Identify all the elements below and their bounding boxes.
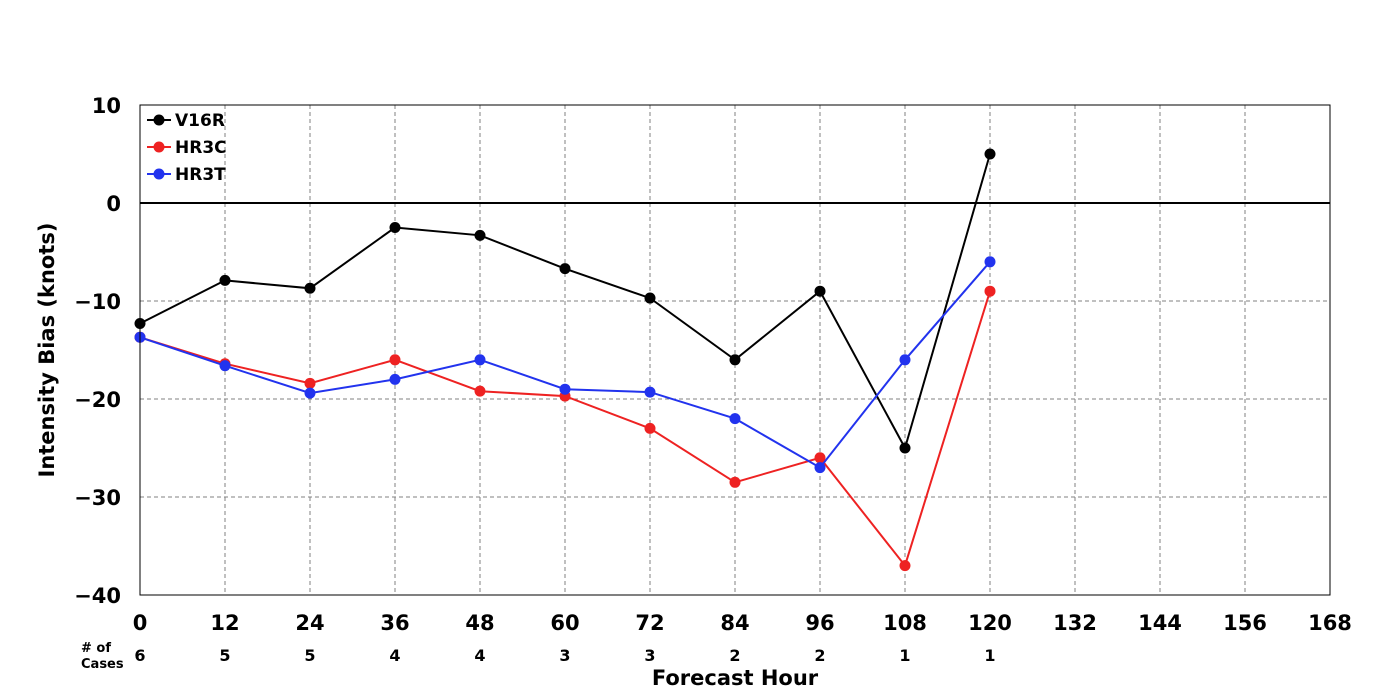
legend-label-hr3t: HR3T: [175, 165, 226, 185]
data-point-hr3t: [814, 462, 826, 474]
x-tick-label: 84: [720, 611, 749, 635]
x-axis-title: Forecast Hour: [652, 666, 819, 690]
x-tick-label: 96: [805, 611, 834, 635]
data-point-v16r: [559, 263, 571, 275]
data-point-hr3t: [219, 360, 231, 372]
grid-layer: [140, 105, 1330, 595]
data-point-hr3t: [304, 387, 316, 399]
case-count: 3: [644, 646, 655, 665]
x-tick-label: 156: [1223, 611, 1267, 635]
case-count: 2: [814, 646, 825, 665]
case-count: 2: [729, 646, 740, 665]
legend-marker-v16r: [153, 114, 165, 126]
x-tick-label: 60: [550, 611, 579, 635]
data-point-v16r: [729, 354, 741, 366]
legend-label-hr3c: HR3C: [175, 138, 227, 158]
data-point-v16r: [219, 274, 231, 286]
y-axis-title: Intensity Bias (knots): [35, 223, 59, 478]
data-point-v16r: [899, 442, 911, 454]
y-tick-label: −20: [74, 388, 121, 412]
data-point-v16r: [304, 282, 316, 294]
data-point-hr3t: [474, 354, 486, 366]
x-tick-label: 24: [295, 611, 324, 635]
data-point-hr3t: [644, 386, 656, 398]
legend-marker-hr3t: [153, 168, 165, 180]
cases-header-line1: # of: [81, 641, 111, 656]
case-count: 6: [134, 646, 145, 665]
x-tick-label: 168: [1308, 611, 1352, 635]
data-point-hr3c: [389, 354, 401, 366]
y-tick-label: −30: [74, 486, 121, 510]
data-point-v16r: [474, 229, 486, 241]
x-tick-label: 144: [1138, 611, 1182, 635]
x-tick-label: 12: [210, 611, 239, 635]
x-tick-label: 72: [635, 611, 664, 635]
data-point-hr3c: [814, 452, 826, 464]
x-tick-labels: 0 12 24 36 48 60 72 84 96 108 120 132 144 156 168: [133, 611, 1352, 635]
case-count: 4: [389, 646, 400, 665]
data-point-v16r: [644, 292, 656, 304]
data-point-hr3t: [389, 373, 401, 385]
x-tick-label: 36: [380, 611, 409, 635]
y-tick-label: 0: [106, 192, 121, 216]
legend-label-v16r: V16R: [175, 111, 225, 131]
x-tick-label: 0: [133, 611, 148, 635]
data-point-hr3c: [474, 385, 486, 397]
data-point-v16r: [389, 222, 401, 233]
data-point-hr3c: [729, 476, 741, 488]
case-count: 3: [559, 646, 570, 665]
y-tick-label: −10: [74, 290, 121, 314]
data-point-v16r: [814, 285, 826, 297]
data-point-hr3t: [729, 413, 741, 425]
legend-marker-hr3c: [153, 141, 165, 153]
case-count: 5: [304, 646, 315, 665]
data-point-v16r: [984, 148, 996, 160]
data-point-hr3c: [899, 560, 911, 572]
plot-frame: [139, 104, 1331, 596]
case-count: 5: [219, 646, 230, 665]
series-layer: [134, 148, 996, 572]
y-tick-labels: 10 0 −10 −20 −30 −40: [74, 94, 121, 608]
data-point-hr3t: [984, 256, 996, 268]
x-tick-label: 120: [968, 611, 1012, 635]
case-count: 1: [899, 646, 910, 665]
legend: V16R HR3C HR3T: [147, 111, 227, 185]
x-tick-label: 48: [465, 611, 494, 635]
case-count: 4: [474, 646, 485, 665]
case-count: 1: [984, 646, 995, 665]
y-tick-label: 10: [92, 94, 121, 118]
x-tick-label: 132: [1053, 611, 1097, 635]
data-point-hr3t: [559, 383, 571, 395]
data-point-hr3c: [304, 377, 316, 389]
case-counts: # of Cases 6 5 5 4 4 3 3 2 2 1 1: [81, 641, 996, 672]
data-point-hr3c: [644, 422, 656, 434]
y-tick-label: −40: [74, 584, 121, 608]
data-point-hr3c: [984, 285, 996, 297]
data-point-hr3t: [899, 354, 911, 366]
cases-header-line2: Cases: [81, 657, 124, 672]
x-tick-label: 108: [883, 611, 927, 635]
